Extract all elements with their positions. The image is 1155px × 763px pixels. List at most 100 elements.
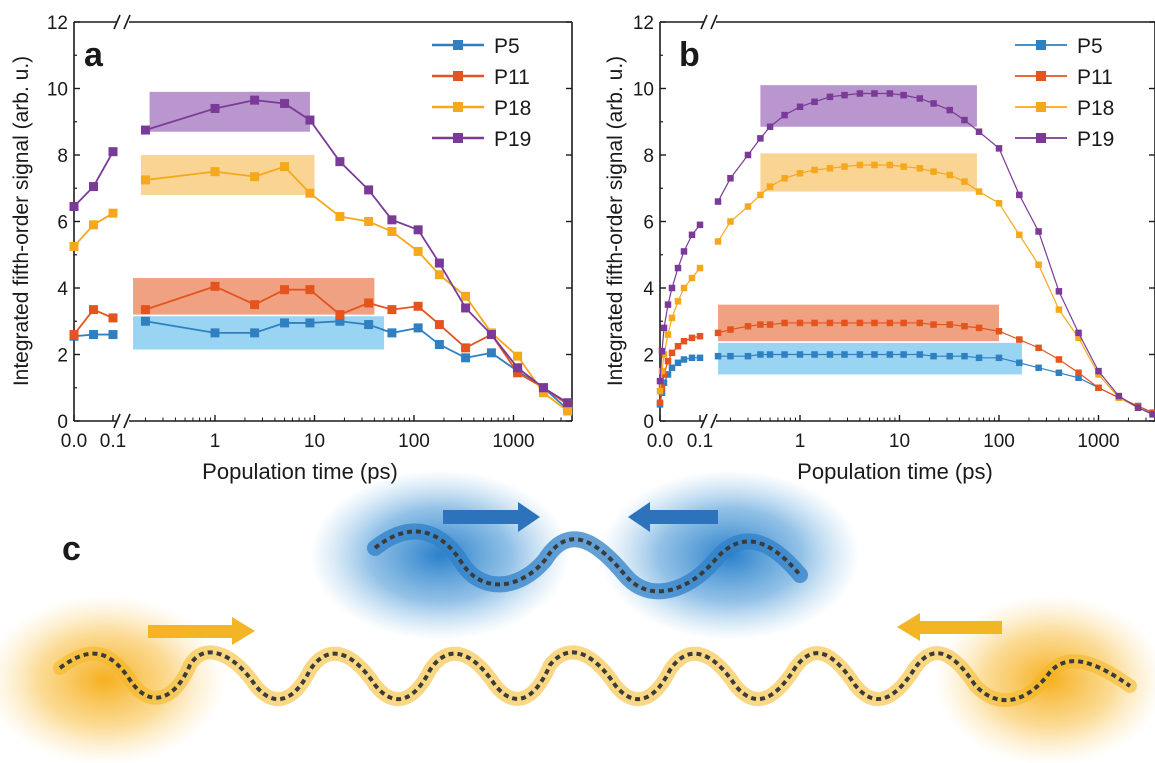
data-point-p18 (946, 171, 954, 179)
data-point-p5 (210, 328, 220, 338)
data-point-p18 (69, 241, 79, 251)
data-point-p11 (856, 319, 864, 327)
legend-label: P11 (1077, 66, 1113, 89)
data-point-p19 (461, 303, 471, 313)
panel-b-xlabel: Population time (ps) (797, 459, 993, 484)
data-point-p5 (714, 352, 722, 360)
data-point-p19 (975, 128, 983, 135)
data-point-p18 (250, 172, 260, 182)
x-tick-label: 0.0 (61, 431, 87, 452)
data-point-p19 (961, 116, 968, 124)
data-point-p18 (826, 165, 834, 172)
data-point-p18 (995, 199, 1003, 207)
series-line-p18 (73, 212, 114, 248)
y-tick-label: 2 (57, 346, 68, 367)
data-point-p19 (335, 157, 345, 167)
data-point-p19 (210, 103, 220, 113)
data-point-p19 (364, 185, 374, 195)
y-tick-label: 0 (57, 412, 68, 433)
data-point-p18 (668, 314, 676, 322)
data-point-p11 (513, 368, 523, 378)
data-point-p11 (656, 399, 664, 406)
data-point-p11 (886, 319, 894, 327)
data-point-p18 (975, 188, 983, 195)
data-point-p19 (538, 383, 548, 393)
x-tick-label: 1000 (492, 431, 534, 452)
data-point-p18 (930, 168, 937, 175)
data-point-p18 (335, 212, 345, 222)
data-point-p18 (658, 367, 666, 375)
data-point-p11 (668, 349, 676, 357)
data-point-p18 (781, 175, 788, 182)
x-tick-label: 1 (795, 431, 806, 452)
data-point-p11 (930, 321, 937, 328)
data-point-p11 (714, 329, 722, 337)
data-point-p5 (674, 359, 682, 367)
y-tick-label: 6 (643, 213, 654, 234)
series-line-p19 (717, 92, 1153, 415)
data-point-p11 (871, 319, 878, 327)
data-point-p18 (461, 291, 471, 301)
data-point-p5 (841, 351, 848, 358)
data-point-p18 (89, 220, 98, 230)
data-point-p11 (696, 332, 704, 340)
data-point-p11 (744, 322, 752, 330)
data-point-p18 (387, 226, 397, 236)
yellow-arrow-right (148, 617, 255, 645)
legend-marker (453, 102, 463, 112)
panel-b-ylabel: Integrated fifth-order signal (arb. u.) (604, 56, 627, 386)
data-point-p11 (995, 327, 1003, 335)
data-point-p18 (1035, 261, 1042, 268)
data-point-p18 (108, 208, 118, 218)
band-p18 (140, 155, 315, 195)
legend-label: P19 (494, 128, 531, 151)
data-point-p5 (140, 316, 150, 326)
data-point-p19 (413, 225, 423, 235)
legend-item-p5: P5 (432, 35, 520, 58)
data-point-p5 (461, 353, 471, 363)
data-point-p11 (841, 319, 848, 327)
data-point-p18 (688, 274, 696, 282)
data-point-p19 (140, 125, 150, 135)
data-point-p11 (660, 371, 668, 378)
data-point-p19 (674, 264, 682, 272)
legend-marker (1036, 133, 1046, 143)
data-point-p18 (916, 165, 924, 172)
data-point-p5 (250, 328, 260, 338)
data-point-p19 (1134, 404, 1142, 411)
data-point-p19 (841, 91, 848, 99)
y-tick-label: 4 (643, 279, 654, 300)
series-line-p5 (718, 353, 1153, 414)
data-point-p11 (461, 343, 471, 353)
data-point-p18 (696, 264, 704, 272)
data-point-p19 (995, 145, 1003, 152)
axis-break-mark (710, 413, 718, 429)
data-point-p5 (680, 356, 688, 363)
long-polymer-chain (58, 650, 1132, 703)
data-point-p19 (714, 198, 722, 205)
x-tick-label: 1 (210, 431, 221, 452)
series-line-p11 (717, 322, 1153, 414)
data-point-p19 (1115, 392, 1123, 400)
legend-item-p11: P11 (1015, 66, 1113, 89)
legend-label: P11 (494, 66, 530, 89)
data-point-p18 (674, 298, 682, 305)
data-point-p19 (946, 106, 954, 114)
data-point-p19 (680, 248, 688, 255)
data-point-p11 (674, 342, 682, 350)
data-point-p18 (364, 217, 374, 226)
y-tick-label: 12 (633, 13, 654, 34)
panel-label-c: c (62, 530, 81, 568)
data-point-p18 (140, 175, 150, 185)
data-point-p18 (961, 178, 968, 185)
data-point-p11 (140, 305, 150, 315)
data-point-p11 (305, 285, 315, 295)
data-point-p11 (335, 310, 345, 320)
data-point-p18 (744, 203, 752, 210)
data-point-p5 (1035, 364, 1042, 372)
data-point-p19 (727, 175, 734, 182)
data-point-p5 (664, 371, 672, 378)
data-point-p19 (486, 330, 496, 340)
data-point-p18 (856, 161, 864, 169)
